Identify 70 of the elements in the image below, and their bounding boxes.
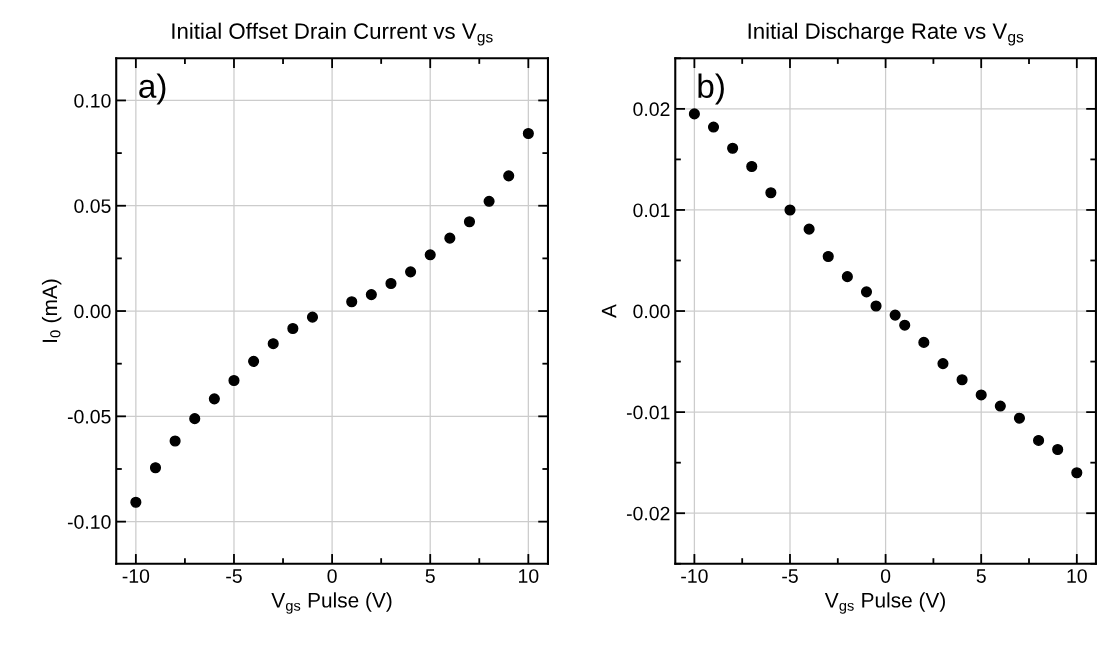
chart-title: Initial Discharge Rate vs V$_{gs}$ <box>748 22 1024 46</box>
point <box>149 462 162 474</box>
y-axis-title: A <box>601 304 617 318</box>
point <box>870 300 882 312</box>
x-tick-label: -5 <box>782 569 798 583</box>
x-tick-label: 5 <box>425 569 435 583</box>
point <box>860 286 873 298</box>
point <box>688 108 700 120</box>
y-tick-label: 0.10 <box>74 93 111 108</box>
point <box>365 289 377 301</box>
point <box>483 195 495 207</box>
point <box>937 358 949 370</box>
annotation: a) <box>139 73 166 105</box>
x-tick-label: 0 <box>327 569 337 583</box>
x-axis-title: V$_{gs}$ Pulse (V) <box>271 592 392 614</box>
y-tick-label: -0.02 <box>626 506 670 521</box>
chart-title: Initial Offset Drain Current vs V$_{gs}$ <box>172 22 493 46</box>
y-tick-label: 0.00 <box>633 304 670 319</box>
point <box>746 160 758 173</box>
annotation: b) <box>698 73 724 105</box>
y-tick-label: 0.01 <box>633 203 670 218</box>
y-tick-label: -0.01 <box>626 405 670 420</box>
point <box>1033 434 1045 446</box>
x-tick-label: -5 <box>226 569 242 583</box>
point <box>994 400 1006 412</box>
point <box>463 216 476 228</box>
x-tick-label: 0 <box>880 569 891 583</box>
point <box>727 142 739 154</box>
point <box>267 338 279 350</box>
point <box>918 336 930 348</box>
point <box>956 374 968 386</box>
point <box>444 232 456 244</box>
point <box>208 393 220 405</box>
point <box>248 355 260 367</box>
point <box>1013 412 1026 424</box>
y-tick-label: -0.05 <box>67 409 111 424</box>
point <box>346 296 358 308</box>
point <box>522 127 534 140</box>
x-axis-title: V$_{gs}$ Pulse (V) <box>824 592 945 614</box>
point <box>228 374 240 387</box>
point <box>784 204 796 216</box>
x-tick-label: -10 <box>122 569 150 583</box>
y-tick-label: 0.00 <box>74 304 111 319</box>
point <box>189 413 201 425</box>
point <box>287 322 299 335</box>
x-tick-label: 10 <box>519 569 539 583</box>
point <box>975 389 987 401</box>
point <box>169 435 181 447</box>
y-tick-label: -0.10 <box>67 515 111 529</box>
point <box>424 249 436 261</box>
point <box>889 309 901 321</box>
point <box>707 121 720 133</box>
point <box>899 319 911 331</box>
x-tick-label: 10 <box>1067 569 1087 583</box>
y-axis-title: I$_{0}$ (mA) <box>41 279 62 342</box>
point <box>1052 443 1064 456</box>
x-tick-label: 5 <box>976 569 986 583</box>
point <box>841 271 853 283</box>
point <box>130 496 142 508</box>
y-tick-label: 0.05 <box>74 199 111 213</box>
point <box>405 266 417 278</box>
point <box>306 311 319 323</box>
y-tick-label: 0.02 <box>633 102 670 117</box>
point <box>765 187 777 199</box>
point <box>503 170 515 182</box>
x-tick-label: -10 <box>681 569 708 583</box>
point <box>1071 467 1083 479</box>
point <box>822 250 834 263</box>
point <box>803 223 815 235</box>
point <box>385 277 397 290</box>
